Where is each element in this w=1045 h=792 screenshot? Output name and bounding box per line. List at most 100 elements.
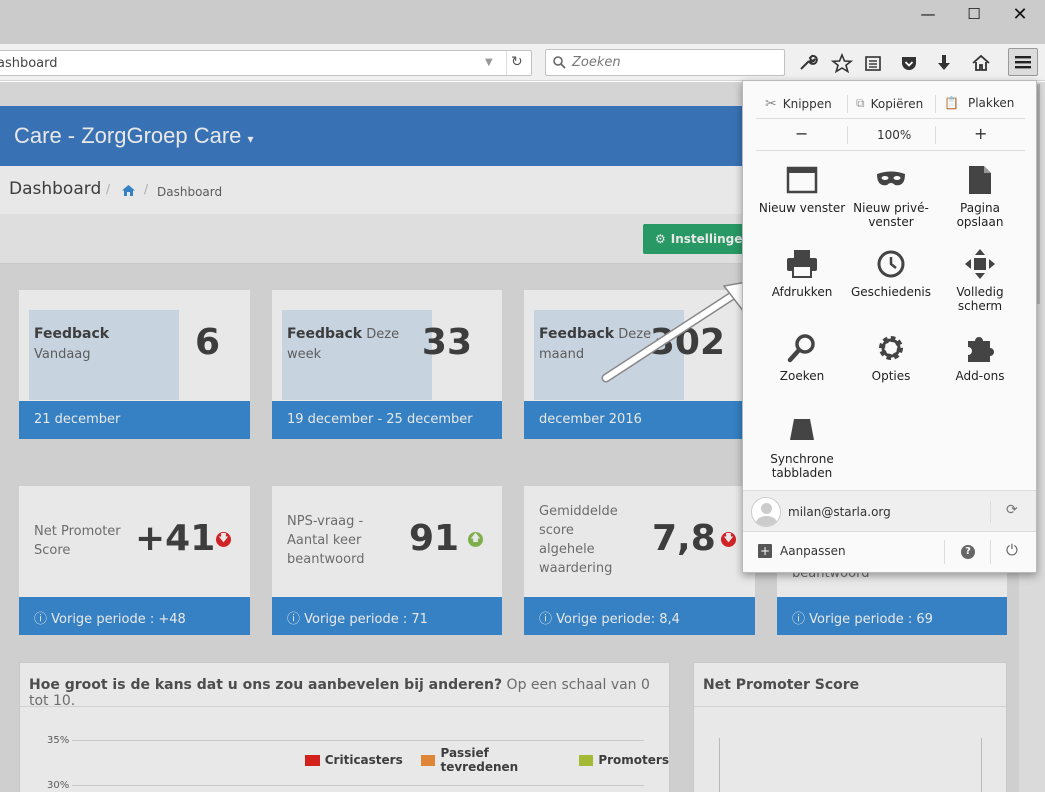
window-titlebar: — ☐ ✕ bbox=[0, 0, 1045, 44]
axis-line bbox=[981, 738, 982, 792]
divider bbox=[935, 95, 936, 113]
axis-line bbox=[719, 738, 720, 792]
card-value: +41 bbox=[135, 518, 216, 559]
app-title[interactable]: Care - ZorgGroep Care ▾ bbox=[14, 123, 254, 148]
metric-card-avg-score[interactable]: Gemiddelde score algehele waardering 7,8… bbox=[524, 486, 755, 635]
divider bbox=[935, 126, 936, 144]
zoom-in-button[interactable]: + bbox=[974, 124, 988, 143]
card-value: 6 bbox=[194, 322, 220, 363]
metric-card-nps[interactable]: Net Promoter Score +41 🡇 ⓘ Vorige period… bbox=[19, 486, 250, 635]
search-placeholder: Zoeken bbox=[572, 55, 621, 70]
menu-options[interactable]: Opties bbox=[846, 333, 936, 383]
legend-swatch bbox=[578, 754, 594, 766]
search-box[interactable]: Zoeken bbox=[545, 49, 785, 76]
magnifier-icon bbox=[787, 334, 815, 363]
avatar bbox=[751, 497, 781, 527]
legend-label: Passief tevredenen bbox=[440, 746, 519, 774]
paste-label: Plakken bbox=[967, 96, 1015, 110]
gridline bbox=[72, 785, 644, 786]
divider bbox=[944, 540, 945, 564]
legend-swatch bbox=[420, 754, 436, 766]
copy-icon: ⧉ bbox=[856, 96, 865, 110]
metric-card-nps-count[interactable]: NPS-vraag - Aantal keer beantwoord 91 🡅 … bbox=[272, 486, 502, 635]
url-dropdown-icon[interactable]: ▼ bbox=[485, 57, 493, 68]
divider bbox=[506, 51, 507, 75]
calendar-watermark-icon bbox=[282, 310, 432, 400]
y-tick-label: 30% bbox=[47, 780, 70, 791]
settings-button-label: Instellingen bbox=[670, 232, 751, 246]
card-footer: 21 december bbox=[19, 401, 250, 439]
clipboard-icon: 📋 bbox=[944, 96, 959, 110]
hamburger-menu-button[interactable] bbox=[1008, 48, 1038, 76]
zoom-out-button[interactable]: − bbox=[795, 124, 809, 143]
reading-list-icon[interactable] bbox=[861, 52, 885, 74]
window-icon bbox=[786, 166, 818, 194]
menu-find[interactable]: Zoeken bbox=[757, 333, 847, 383]
mask-icon bbox=[877, 171, 905, 186]
card-footer: 19 december - 25 december bbox=[272, 401, 502, 439]
card-value: 33 bbox=[421, 322, 472, 363]
power-icon[interactable]: ⏻ bbox=[1006, 541, 1018, 559]
menu-save-page[interactable]: Pagina opslaan bbox=[935, 165, 1025, 229]
menu-new-private-window[interactable]: Nieuw privé-venster bbox=[846, 165, 936, 229]
minimize-button[interactable]: — bbox=[920, 5, 936, 23]
menu-paste-button[interactable]: 📋 Plakken bbox=[944, 96, 1014, 110]
menu-copy-button[interactable]: ⧉ Kopiëren bbox=[856, 96, 923, 111]
menu-print[interactable]: Afdrukken bbox=[757, 249, 847, 299]
trend-down-icon: 🡇 bbox=[216, 532, 231, 547]
y-tick-label: 35% bbox=[47, 735, 70, 746]
menu-item-label: Opties bbox=[871, 369, 911, 383]
cut-label: Knippen bbox=[782, 97, 832, 111]
calendar-watermark-icon bbox=[29, 310, 179, 400]
zoom-reset-button[interactable]: 100% bbox=[877, 128, 912, 142]
gear-icon bbox=[879, 336, 903, 360]
menu-new-window[interactable]: Nieuw venster bbox=[757, 165, 847, 215]
maximize-button[interactable]: ☐ bbox=[967, 5, 981, 23]
menu-fullscreen[interactable]: Volledig scherm bbox=[935, 249, 1025, 313]
sync-icon[interactable]: ⟳ bbox=[1006, 502, 1018, 518]
help-icon[interactable]: ? bbox=[961, 545, 975, 559]
card-footer: december 2016 bbox=[524, 401, 755, 439]
card-value: 7,8 bbox=[652, 518, 716, 559]
card-label: Gemiddelde score algehele waardering bbox=[539, 504, 618, 576]
settings-button[interactable]: ⚙ Instellingen bbox=[643, 224, 755, 254]
page-icon bbox=[969, 166, 991, 194]
card-label: Net Promoter Score bbox=[34, 524, 121, 558]
url-bar[interactable]: ashboard ▼ ↻ bbox=[0, 50, 532, 76]
divider bbox=[990, 501, 991, 523]
card-label: Feedback Deze maand bbox=[539, 326, 652, 362]
breadcrumb-home-icon[interactable] bbox=[122, 185, 135, 196]
menu-addons[interactable]: Add-ons bbox=[935, 333, 1025, 383]
card-value: 91 bbox=[409, 518, 460, 559]
menu-cut-button[interactable]: ✂ Knippen bbox=[765, 96, 832, 112]
download-icon[interactable] bbox=[932, 52, 956, 74]
card-label: Feedback Vandaag bbox=[34, 326, 110, 362]
close-button[interactable]: ✕ bbox=[1012, 3, 1028, 25]
divider bbox=[756, 118, 1025, 119]
firefox-menu-panel: ✂ Knippen ⧉ Kopiëren 📋 Plakken − 100% + Nie… bbox=[742, 80, 1037, 573]
nps-panel: Net Promoter Score bbox=[693, 662, 1007, 792]
wrench-icon[interactable] bbox=[795, 52, 819, 74]
menu-account-row[interactable]: milan@starla.org ⟳ bbox=[743, 490, 1036, 532]
feedback-card-week[interactable]: Feedback Deze week 33 19 december - 25 d… bbox=[272, 290, 502, 439]
customize-button[interactable]: + Aanpassen bbox=[758, 544, 846, 558]
divider bbox=[756, 150, 1025, 151]
menu-item-label: Pagina opslaan bbox=[956, 201, 1004, 229]
home-icon[interactable] bbox=[969, 52, 993, 74]
menu-item-label: Add-ons bbox=[955, 369, 1005, 383]
feedback-card-today[interactable]: Feedback Vandaag 6 21 december bbox=[19, 290, 250, 439]
menu-history[interactable]: Geschiedenis bbox=[846, 249, 936, 299]
menu-item-label: Nieuw venster bbox=[758, 201, 846, 215]
legend-swatch bbox=[305, 754, 320, 766]
card-footer: ⓘ Vorige periode : 69 bbox=[777, 597, 1007, 635]
menu-item-label: Afdrukken bbox=[771, 285, 833, 299]
bookmark-star-icon[interactable] bbox=[830, 52, 854, 74]
menu-item-label: Zoeken bbox=[779, 369, 825, 383]
pocket-icon[interactable] bbox=[897, 52, 921, 74]
menu-sync-tabs[interactable]: Synchrone tabbladen bbox=[757, 416, 847, 480]
reload-icon[interactable]: ↻ bbox=[511, 54, 523, 70]
divider bbox=[847, 126, 848, 144]
legend-label: Promoters bbox=[598, 753, 669, 767]
breadcrumb-current[interactable]: Dashboard bbox=[157, 185, 223, 199]
card-footer: ⓘ Vorige periode : +48 bbox=[19, 597, 250, 635]
